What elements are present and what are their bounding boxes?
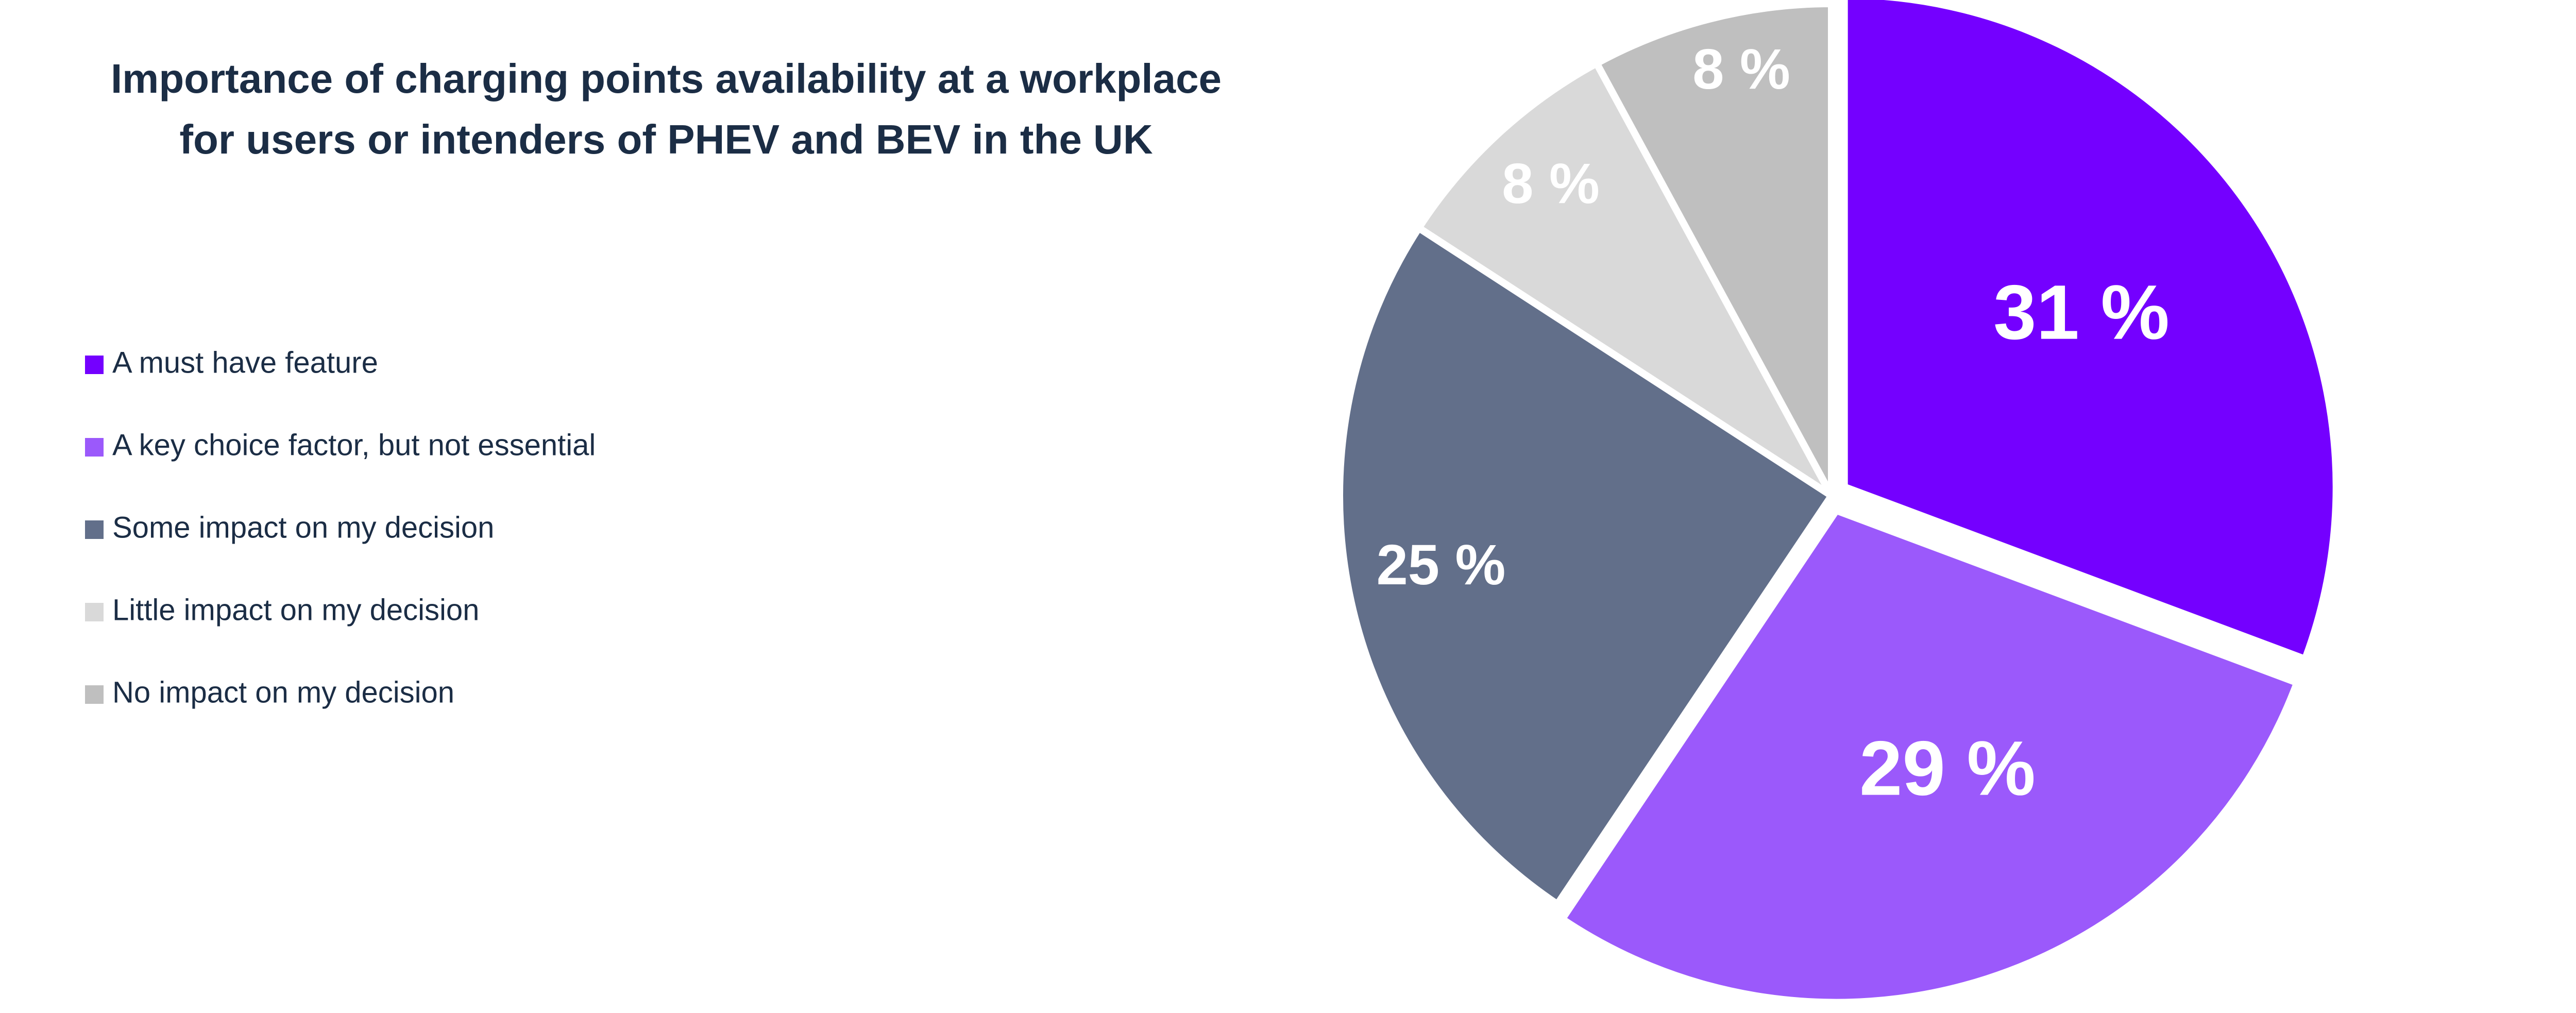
pie-slice-1 bbox=[1840, 0, 2340, 663]
legend-swatch-5 bbox=[85, 685, 104, 704]
legend-swatch-2 bbox=[85, 438, 104, 457]
pie-slice-2 bbox=[1558, 506, 2301, 1006]
pie-slice-labels: 31 % 29 % 25 % 8 % 8 % bbox=[1377, 38, 2170, 812]
legend-label-3: Some impact on my decision bbox=[112, 511, 494, 544]
chart-title-line-1: Importance of charging points availabili… bbox=[111, 56, 1222, 102]
chart-title-line-2: for users or intenders of PHEV and BEV i… bbox=[179, 116, 1153, 162]
slice-value-label-4: 8 % bbox=[1502, 152, 1600, 215]
slice-value-label-5: 8 % bbox=[1692, 38, 1790, 101]
legend-swatch-1 bbox=[85, 356, 104, 374]
legend-swatch-3 bbox=[85, 520, 104, 539]
chart-title: Importance of charging points availabili… bbox=[111, 56, 1222, 162]
legend-label-1: A must have feature bbox=[112, 346, 378, 379]
pie-slices bbox=[1336, 0, 2340, 1006]
legend: A must have feature A key choice factor, … bbox=[85, 346, 596, 709]
legend-swatch-4 bbox=[85, 603, 104, 621]
legend-label-5: No impact on my decision bbox=[112, 676, 454, 709]
pie-slice-3 bbox=[1336, 224, 1835, 908]
slice-value-label-3: 25 % bbox=[1377, 533, 1506, 597]
pie-slice-4 bbox=[1415, 59, 1835, 499]
legend-label-4: Little impact on my decision bbox=[112, 593, 479, 627]
slice-value-label-2: 29 % bbox=[1859, 725, 2036, 812]
pie-slice-5 bbox=[1593, 0, 1835, 499]
legend-label-2: A key choice factor, but not essential bbox=[112, 428, 596, 462]
slice-value-label-1: 31 % bbox=[1993, 269, 2170, 356]
